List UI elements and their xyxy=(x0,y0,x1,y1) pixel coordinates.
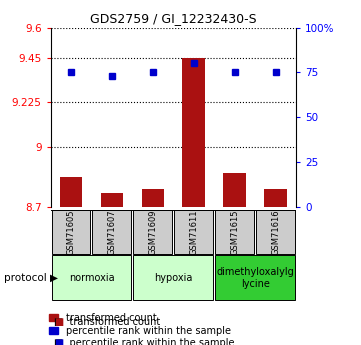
Text: normoxia: normoxia xyxy=(69,273,114,283)
Text: dimethyloxalylg
lycine: dimethyloxalylg lycine xyxy=(216,267,294,288)
Bar xyxy=(134,255,213,300)
Text: GSM71611: GSM71611 xyxy=(189,209,198,255)
Bar xyxy=(256,210,295,254)
Text: ■  percentile rank within the sample: ■ percentile rank within the sample xyxy=(54,338,235,345)
Bar xyxy=(215,255,295,300)
Text: hypoxia: hypoxia xyxy=(154,273,192,283)
Bar xyxy=(60,177,82,207)
Bar xyxy=(215,210,254,254)
Bar xyxy=(134,210,172,254)
Bar xyxy=(52,210,90,254)
Text: protocol ▶: protocol ▶ xyxy=(4,273,58,283)
Bar xyxy=(174,210,213,254)
Bar xyxy=(223,173,246,207)
Text: GSM71609: GSM71609 xyxy=(148,209,157,255)
Title: GDS2759 / GI_12232430-S: GDS2759 / GI_12232430-S xyxy=(90,12,257,25)
Bar xyxy=(101,193,123,207)
Text: ■: ■ xyxy=(54,317,64,327)
Bar xyxy=(92,210,131,254)
Text: GSM71615: GSM71615 xyxy=(230,209,239,255)
Text: ■: ■ xyxy=(54,338,64,345)
Text: GSM71607: GSM71607 xyxy=(108,209,116,255)
Legend: transformed count, percentile rank within the sample: transformed count, percentile rank withi… xyxy=(48,312,232,337)
Bar xyxy=(264,189,287,207)
Text: ■  transformed count: ■ transformed count xyxy=(54,317,160,327)
Bar xyxy=(183,58,205,207)
Text: GSM71616: GSM71616 xyxy=(271,209,280,255)
Bar xyxy=(52,255,131,300)
Text: GSM71605: GSM71605 xyxy=(66,209,75,255)
Bar xyxy=(142,189,164,207)
